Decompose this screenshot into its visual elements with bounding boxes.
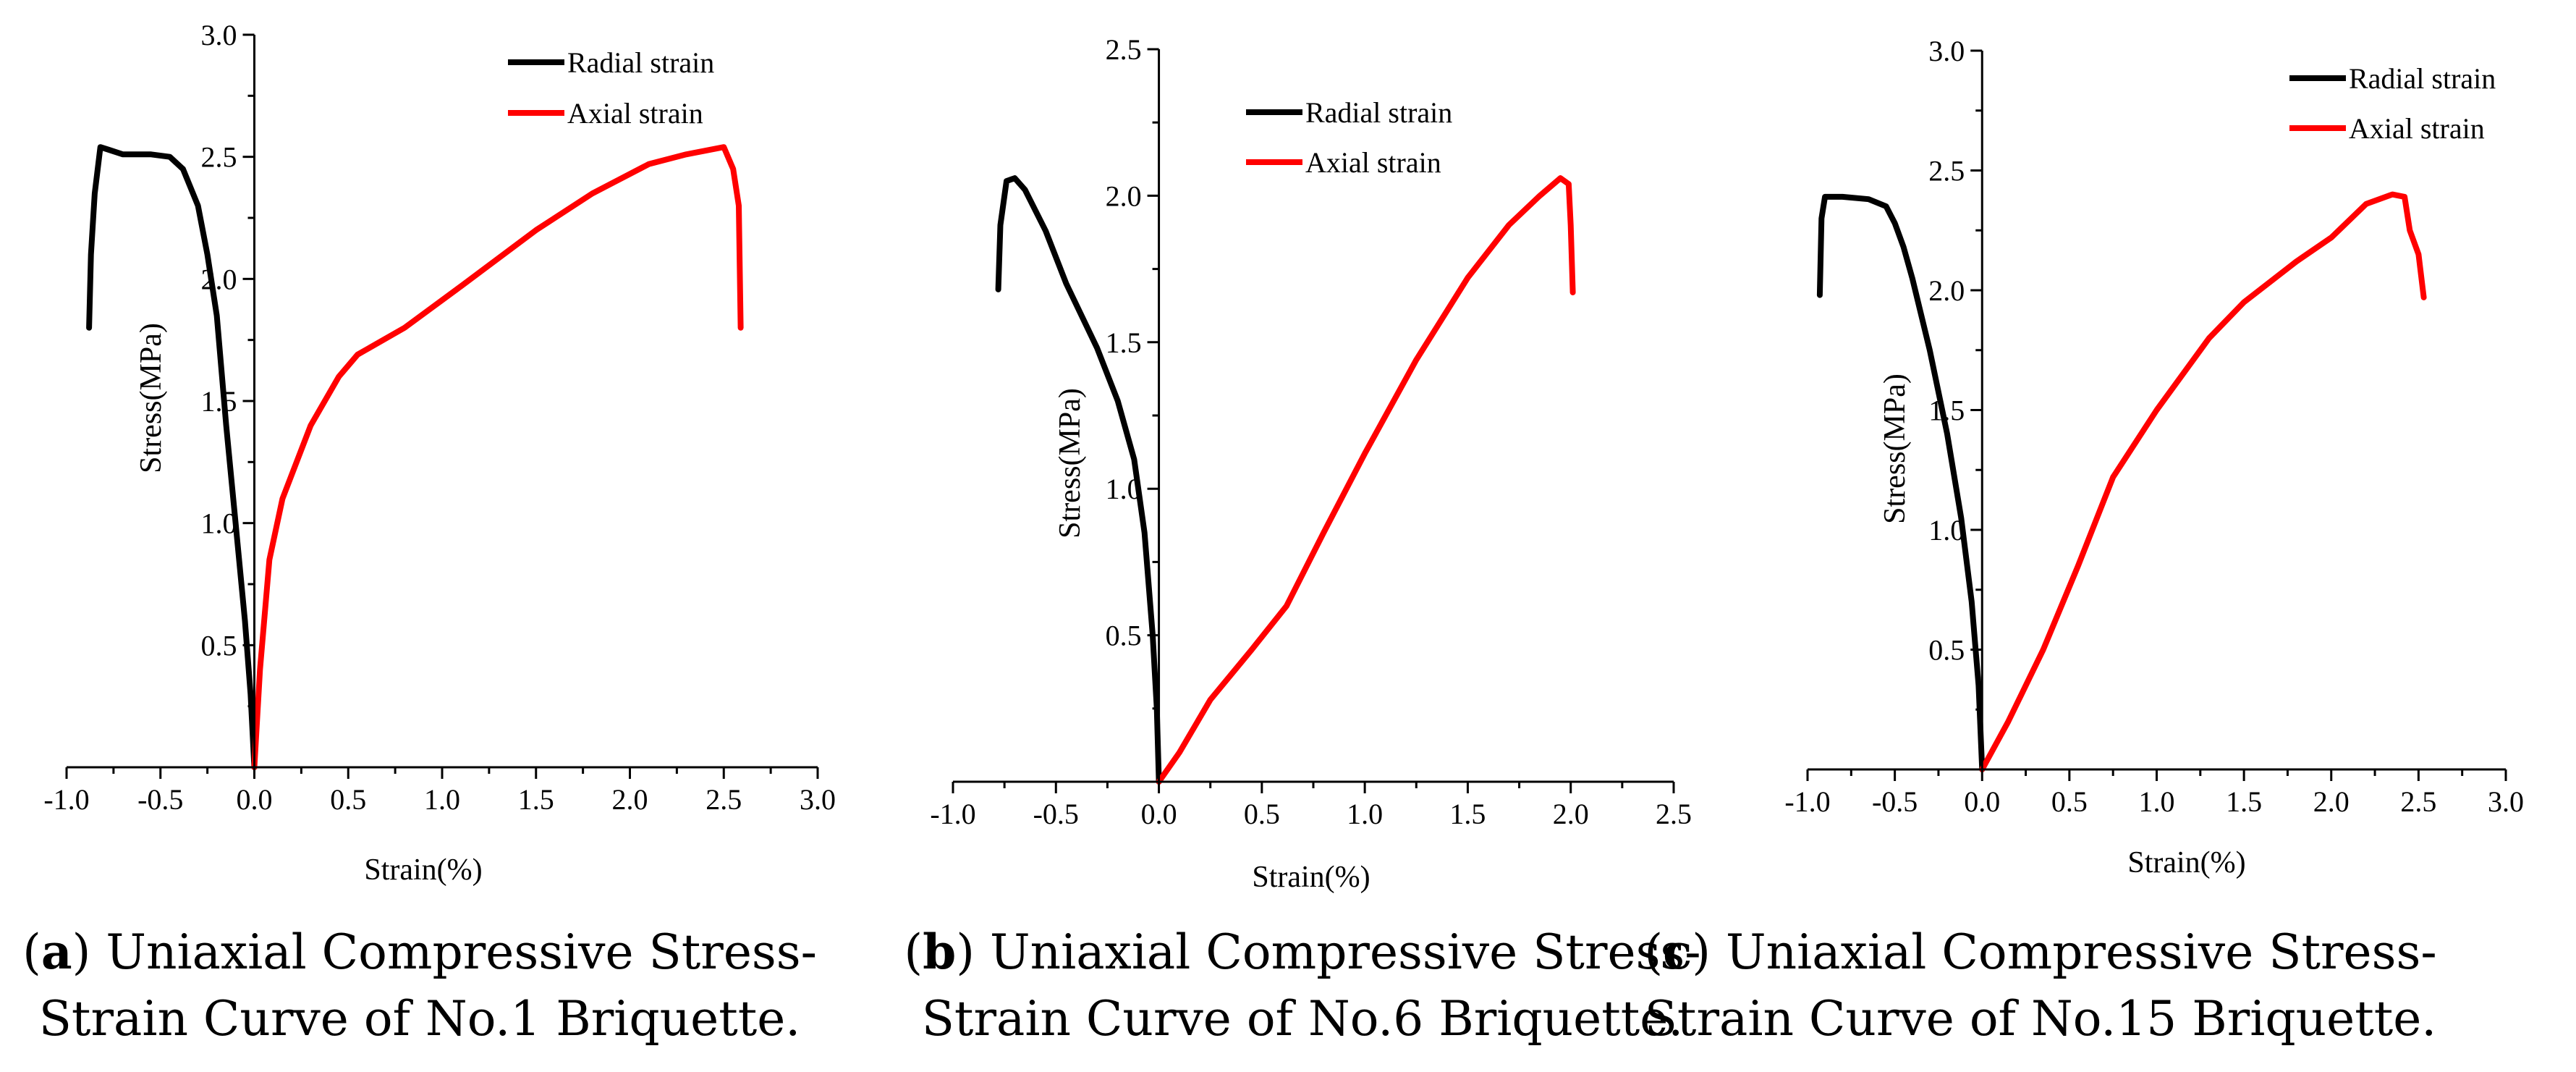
panel-a-y-tick-label: 1.0 xyxy=(201,507,237,540)
panel-b-legend-radial-label: Radial strain xyxy=(1305,96,1452,129)
panel-c-axes: -1.0 -0.5 0.0 0.5 1.0 1.5 2.0 2.5 3.0 0.5 1.0 1.5 2.… xyxy=(1784,35,2524,818)
panel-b-xlabel: Strain(%) xyxy=(1252,861,1370,894)
panel-c-y-tick-label: 3.0 xyxy=(1928,35,1965,67)
panel-c-caption-line2: Strain Curve of No.15 Briquette. xyxy=(1645,991,2437,1047)
panel-b-x-tick-label: 0.0 xyxy=(1141,798,1177,830)
panel-a-x-tick-label: 3.0 xyxy=(800,783,836,816)
panel-c-legend-axial-label: Axial strain xyxy=(2349,112,2485,145)
panel-a-legend-axial-label: Axial strain xyxy=(567,97,703,130)
panel-c-x-tick-label: 2.5 xyxy=(2400,785,2436,818)
panel-a-legend: Radial strain Axial strain xyxy=(508,46,714,130)
panel-a-y-tick-label: 2.5 xyxy=(201,141,237,174)
panel-b-x-tick-label: 2.0 xyxy=(1553,798,1589,830)
panel-c-series-layer xyxy=(1816,191,2427,772)
panel-b-axes: -1.0 -0.5 0.0 0.5 1.0 1.5 2.0 2.5 0.5 1.0 1.5 2.0 2.… xyxy=(930,33,1692,830)
panel-a-y-tick-label: 0.5 xyxy=(201,629,237,662)
panel-c-x-tick-label: 3.0 xyxy=(2488,785,2524,818)
panel-c-x-tick-label: 1.0 xyxy=(2139,785,2175,818)
panel-b-y-tick-label: 2.0 xyxy=(1106,180,1142,212)
panel-b-y-tick-label: 2.5 xyxy=(1106,33,1142,66)
panel-a-ylabel: Stress(MPa) xyxy=(135,323,168,473)
panel-b-caption-line1: (b) Uniaxial Compressive Stress- xyxy=(904,924,1700,980)
panel-c-y-tick-label: 2.0 xyxy=(1928,274,1965,307)
panel-a-x-tick-label: 2.0 xyxy=(612,783,648,816)
panel-c-legend: Radial strain Axial strain xyxy=(2289,62,2496,145)
panel-a-y-tick-label: 3.0 xyxy=(201,19,237,51)
panel-b-series-layer xyxy=(995,175,1576,785)
panel-c-ylabel: Stress(MPa) xyxy=(1878,373,1912,524)
panel-a-legend-radial-label: Radial strain xyxy=(567,46,714,79)
panel-b-y-tick-label: 1.5 xyxy=(1106,326,1142,359)
panel-c-x-tick-label: 2.0 xyxy=(2313,785,2350,818)
panel-a-axes: -1.0 -0.5 0.0 0.5 1.0 1.5 2.0 2.5 3.0 0.5 1.0 1.5 2.… xyxy=(43,19,836,816)
panel-c-x-tick-label: 0.5 xyxy=(2051,785,2088,818)
panel-a-x-tick-label: 0.0 xyxy=(237,783,273,816)
panel-a-y-tick-label: 2.0 xyxy=(201,263,237,295)
panel-a-x-tick-label: 1.5 xyxy=(518,783,554,816)
panel-c-y-tick-label: 0.5 xyxy=(1928,634,1965,667)
panel-c-y-tick-label: 1.5 xyxy=(1928,394,1965,427)
panel-b-ylabel: Stress(MPa) xyxy=(1054,388,1087,539)
panel-c-axial-strain-line xyxy=(1979,191,2427,772)
panel-b-y-tick-label: 1.0 xyxy=(1106,473,1142,505)
panel-a-caption-line1: (a) Uniaxial Compressive Stress- xyxy=(22,924,817,980)
panel-c-x-tick-label: -0.5 xyxy=(1872,785,1918,818)
panel-b-x-tick-label: 2.5 xyxy=(1656,798,1692,830)
panel-a-x-tick-label: 1.0 xyxy=(424,783,460,816)
panel-c-chart: -1.0 -0.5 0.0 0.5 1.0 1.5 2.0 2.5 3.0 0.5 1.0 1.5 2.… xyxy=(1644,35,2524,1047)
panel-c-x-tick-label: 1.5 xyxy=(2226,785,2262,818)
panel-a-x-tick-label: -1.0 xyxy=(43,783,89,816)
panel-b-radial-strain-line xyxy=(995,175,1162,785)
panel-a-radial-strain-line xyxy=(86,144,258,770)
panel-c-y-tick-label: 2.5 xyxy=(1928,155,1965,187)
panel-a-series-layer xyxy=(86,144,744,770)
panel-c-x-tick-label: -1.0 xyxy=(1784,785,1830,818)
panel-a-x-tick-label: 2.5 xyxy=(706,783,742,816)
panel-b-x-tick-label: -1.0 xyxy=(930,798,975,830)
panel-b-legend-axial-label: Axial strain xyxy=(1305,146,1441,179)
panel-b-y-tick-label: 0.5 xyxy=(1106,620,1142,652)
panel-c-radial-strain-line xyxy=(1816,193,1986,772)
panel-a-x-tick-label: -0.5 xyxy=(137,783,183,816)
panel-c-xlabel: Strain(%) xyxy=(2127,846,2245,879)
panel-c-y-tick-label: 1.0 xyxy=(1928,514,1965,546)
panel-c-caption-line1: (c) Uniaxial Compressive Stress- xyxy=(1644,924,2436,980)
panel-a-caption-line2: Strain Curve of No.1 Briquette. xyxy=(39,991,801,1047)
panel-a-xlabel: Strain(%) xyxy=(364,853,482,887)
panel-c-legend-radial-label: Radial strain xyxy=(2349,62,2496,95)
panel-b-x-tick-label: -0.5 xyxy=(1033,798,1079,830)
panel-a-chart: -1.0 -0.5 0.0 0.5 1.0 1.5 2.0 2.5 3.0 0.5 1.0 1.5 2.… xyxy=(22,19,836,1047)
panel-c-x-tick-label: 0.0 xyxy=(1964,785,2000,818)
panel-a-x-tick-label: 0.5 xyxy=(330,783,366,816)
panel-b-x-tick-label: 1.0 xyxy=(1347,798,1383,830)
panel-b-legend: Radial strain Axial strain xyxy=(1246,96,1452,179)
panel-a-y-tick-label: 1.5 xyxy=(201,385,237,418)
panel-a-axial-strain-line xyxy=(251,144,744,770)
panel-b-chart: -1.0 -0.5 0.0 0.5 1.0 1.5 2.0 2.5 0.5 1.0 1.5 2.0 2.… xyxy=(904,33,1700,1047)
panel-b-caption-line2: Strain Curve of No.6 Briquette. xyxy=(922,991,1684,1047)
panel-b-axial-strain-line xyxy=(1156,175,1576,785)
panel-b-x-tick-label: 0.5 xyxy=(1244,798,1280,830)
panel-b-x-tick-label: 1.5 xyxy=(1449,798,1486,830)
